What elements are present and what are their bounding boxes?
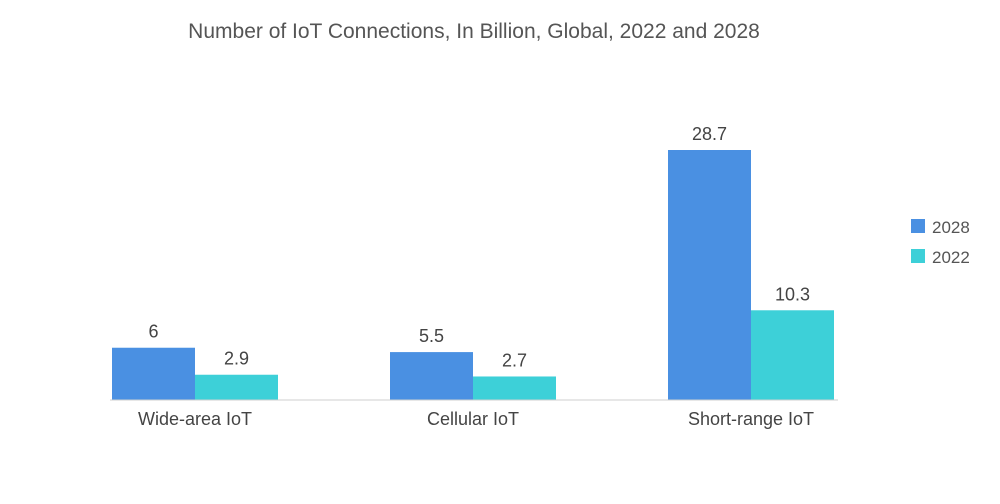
legend: 2028 2022 bbox=[911, 218, 970, 267]
legend-swatch-2022 bbox=[911, 249, 925, 263]
legend-label-2028: 2028 bbox=[932, 218, 970, 237]
bar-short-range-iot-2022 bbox=[751, 310, 834, 400]
bars-layer bbox=[112, 150, 834, 400]
x-tick-label-cellular-iot: Cellular IoT bbox=[427, 409, 519, 429]
bar-wide-area-iot-2022 bbox=[195, 374, 278, 400]
data-label-cellular-iot-2022: 2.7 bbox=[502, 350, 527, 370]
bar-cellular-iot-2028 bbox=[390, 352, 473, 400]
bar-cellular-iot-2022 bbox=[473, 376, 556, 400]
data-label-short-range-iot-2028: 28.7 bbox=[692, 124, 727, 144]
data-label-wide-area-iot-2028: 6 bbox=[148, 322, 158, 342]
bar-short-range-iot-2028 bbox=[668, 150, 751, 400]
chart-title: Number of IoT Connections, In Billion, G… bbox=[188, 20, 760, 43]
legend-item-2028: 2028 bbox=[911, 218, 970, 237]
legend-item-2022: 2022 bbox=[911, 248, 970, 267]
x-tick-label-wide-area-iot: Wide-area IoT bbox=[138, 409, 252, 429]
bar-wide-area-iot-2028 bbox=[112, 347, 195, 400]
data-label-wide-area-iot-2022: 2.9 bbox=[224, 349, 249, 369]
data-label-cellular-iot-2028: 5.5 bbox=[419, 326, 444, 346]
data-label-short-range-iot-2022: 10.3 bbox=[775, 284, 810, 304]
labels-layer: 6 2.9 Wide-area IoT 5.5 2.7 Cellular IoT 28.7 1… bbox=[138, 124, 814, 429]
x-tick-label-short-range-iot: Short-range IoT bbox=[688, 409, 814, 429]
legend-label-2022: 2022 bbox=[932, 248, 970, 267]
legend-swatch-2028 bbox=[911, 219, 925, 233]
